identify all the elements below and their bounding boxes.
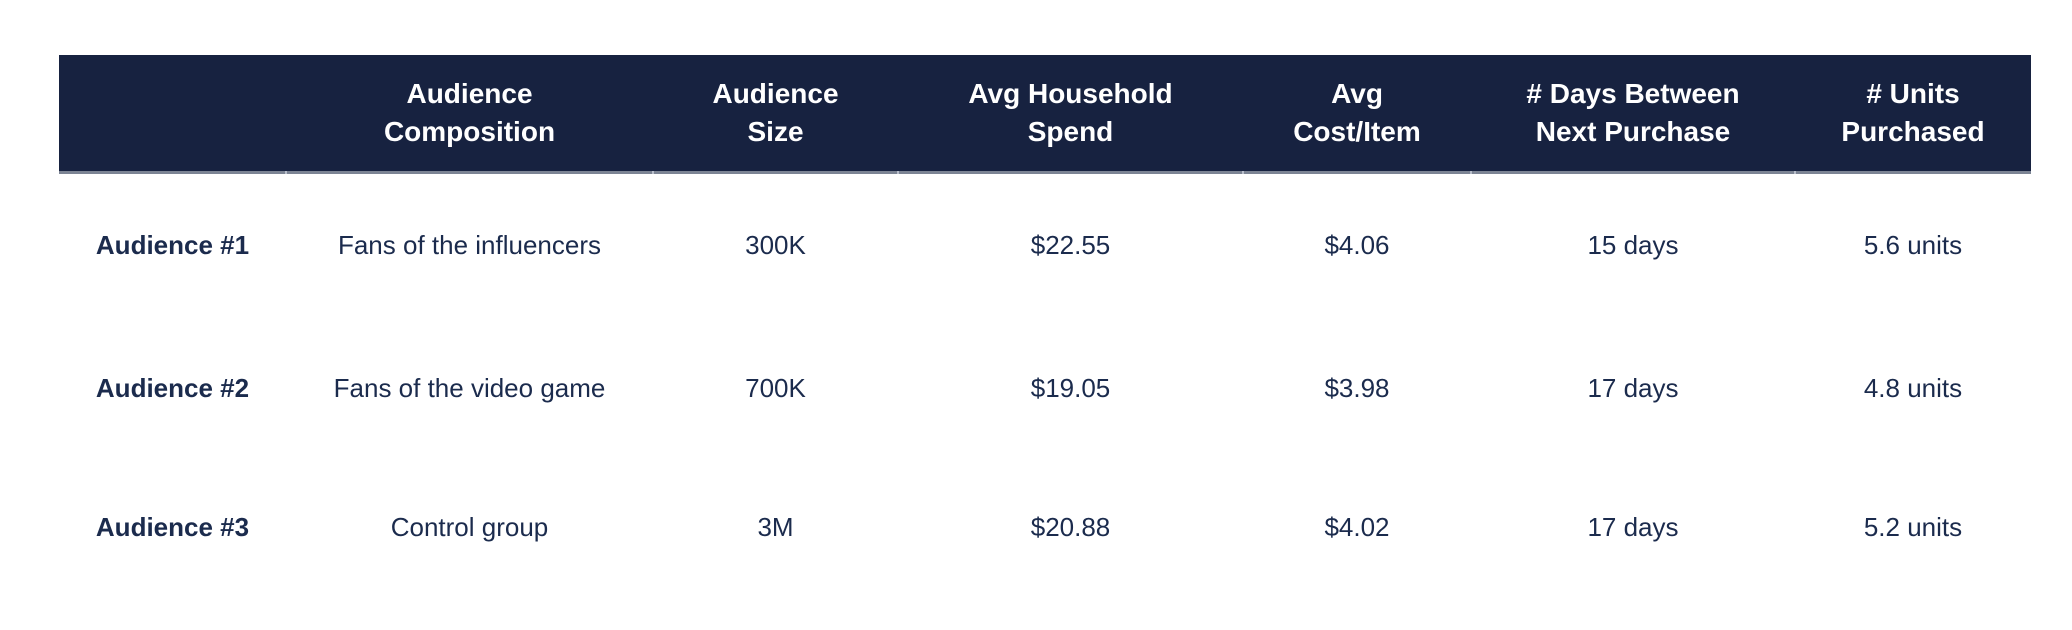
table-row-audience-3: Audience #3 Control group 3M $20.88 $4.0…: [59, 460, 2031, 594]
table-cell: Fans of the video game: [333, 373, 606, 403]
table-cell: 700K: [745, 373, 806, 403]
column-header-blank: [59, 55, 286, 174]
table-row-audience-1: Audience #1 Fans of the influencers 300K…: [59, 174, 2031, 317]
table-cell: Fans of the influencers: [337, 230, 602, 260]
row-label: Audience #1: [95, 230, 250, 260]
table-cell: $4.02: [1324, 511, 1390, 542]
table-cell: Control group: [390, 511, 549, 542]
table-cell: $19.05: [1030, 373, 1111, 403]
table-cell: $4.06: [1324, 230, 1390, 260]
column-header-audience-composition: Audience Composition: [285, 55, 653, 174]
table-cell: 17 days: [1587, 511, 1679, 542]
column-header-days-between-next-purchase: # Days Between Next Purchase: [1470, 55, 1795, 174]
column-header-avg-household-spend: Avg Household Spend: [897, 55, 1243, 174]
table-cell: 300K: [745, 230, 806, 260]
table-cell: $22.55: [1030, 230, 1111, 260]
row-label: Audience #2: [95, 373, 250, 403]
column-header-units-purchased: # Units Purchased: [1794, 55, 2031, 174]
audience-metrics-table-container: Audience Composition Audience Size Avg H…: [59, 55, 2031, 594]
table-cell: 3M: [757, 511, 794, 542]
table-cell: 4.8 units: [1863, 373, 1963, 403]
table-cell: 5.2 units: [1863, 511, 1963, 542]
table-row-audience-2: Audience #2 Fans of the video game 700K …: [59, 317, 2031, 460]
table-cell: 17 days: [1587, 373, 1679, 403]
column-header-audience-size: Audience Size: [652, 55, 898, 174]
column-header-avg-cost-item: Avg Cost/Item: [1242, 55, 1471, 174]
table-cell: 5.6 units: [1863, 230, 1963, 260]
audience-metrics-table: Audience Composition Audience Size Avg H…: [59, 55, 2031, 594]
table-cell: $3.98: [1324, 373, 1390, 403]
table-cell: $20.88: [1030, 511, 1111, 542]
row-label: Audience #3: [95, 511, 250, 542]
table-header-row: Audience Composition Audience Size Avg H…: [59, 55, 2031, 174]
table-cell: 15 days: [1587, 230, 1679, 260]
